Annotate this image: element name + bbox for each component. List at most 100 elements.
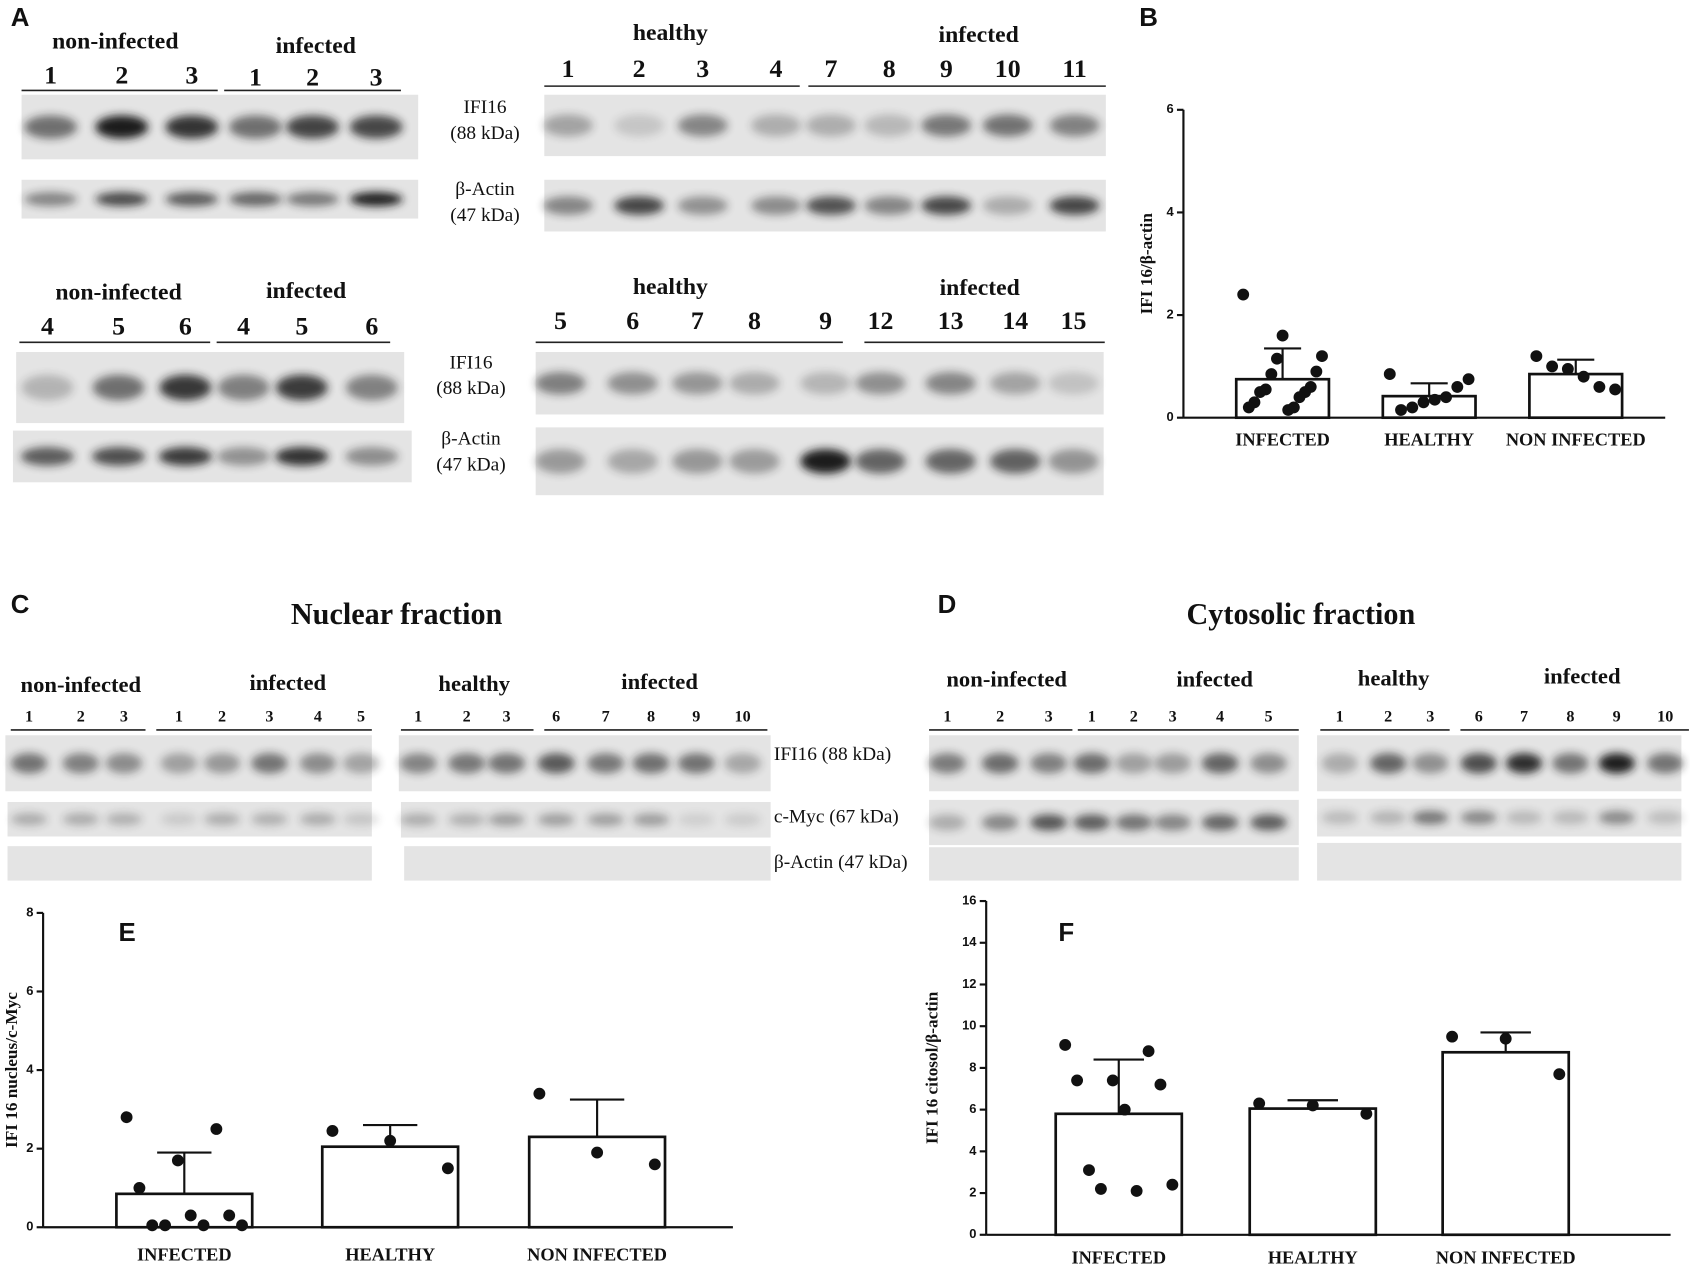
blot-band	[62, 813, 100, 826]
blot-band	[24, 115, 78, 139]
group-label: infected	[621, 669, 698, 694]
blot-band	[342, 813, 380, 826]
lane-number: 6	[365, 311, 378, 340]
blot-strip	[12, 430, 412, 483]
blot-band	[1460, 753, 1497, 774]
blot-band	[990, 372, 1041, 395]
panel-letter: C	[11, 591, 30, 619]
lane-number: 5	[1265, 709, 1273, 726]
data-point	[120, 1111, 133, 1124]
blot-band	[1048, 449, 1099, 474]
data-point	[1071, 1074, 1084, 1087]
data-point	[648, 1158, 661, 1171]
blot-band	[632, 813, 670, 827]
data-point	[1417, 396, 1430, 409]
data-point	[1462, 373, 1475, 386]
blot-band	[1412, 753, 1449, 774]
data-point	[171, 1154, 184, 1167]
data-point	[1271, 352, 1283, 365]
blot-band	[159, 374, 212, 401]
data-point	[1546, 360, 1559, 373]
lane-number: 1	[562, 54, 575, 83]
blot-band	[1030, 753, 1068, 774]
blot-band	[399, 813, 437, 827]
lane-number: 2	[115, 60, 128, 89]
blot-band	[299, 813, 337, 826]
blot-band	[1250, 753, 1288, 774]
blot-band	[228, 115, 282, 139]
blot-band	[228, 192, 282, 207]
lane-number: 3	[1169, 709, 1177, 726]
blot-band	[1646, 753, 1684, 774]
blot-band	[105, 813, 143, 826]
blot-band	[1049, 196, 1100, 215]
y-tick-label: 8	[26, 904, 33, 919]
data-point	[223, 1209, 236, 1222]
blot-label: β-Actin	[441, 429, 501, 450]
blot-band	[614, 114, 665, 137]
data-point	[1530, 350, 1543, 363]
y-tick-label: 2	[26, 1140, 33, 1155]
lane-number: 2	[1130, 709, 1138, 726]
fraction-title: Nuclear fraction	[291, 597, 503, 631]
lane-number: 4	[1216, 709, 1224, 726]
lane-number: 1	[175, 709, 183, 726]
blot-band	[349, 192, 403, 207]
lane-number: 7	[691, 306, 704, 335]
blot-label: (47 kDa)	[450, 205, 519, 226]
group-label: infected	[249, 670, 326, 695]
data-point	[326, 1125, 339, 1137]
blot-label: c-Myc (67 kDa)	[774, 807, 899, 828]
y-tick-label: 4	[1167, 204, 1175, 219]
group-label: healthy	[438, 671, 510, 696]
blot-band	[62, 753, 100, 774]
blot-label: IFI16	[463, 97, 506, 118]
lane-number: 9	[819, 306, 832, 335]
blot-label: β-Actin (47 kDa)	[774, 852, 908, 873]
blot-band	[543, 114, 593, 137]
lane-number: 1	[25, 709, 33, 726]
y-tick-label: 0	[1167, 409, 1174, 424]
blot-band	[607, 449, 658, 474]
lane-number: 2	[77, 709, 85, 726]
lane-number: 2	[306, 63, 319, 92]
blot-band	[925, 449, 976, 474]
blot-band	[672, 372, 723, 395]
y-tick-label: 12	[962, 976, 976, 991]
bar	[320, 1145, 460, 1229]
group-label: infected	[938, 22, 1018, 48]
lane-number: 8	[883, 54, 896, 83]
blot-band	[1460, 810, 1497, 825]
lane-number: 11	[1062, 54, 1086, 83]
lane-number: 1	[249, 63, 262, 92]
group-label: non-infected	[946, 667, 1067, 692]
lane-number: 3	[185, 60, 198, 89]
data-point	[1166, 1178, 1179, 1191]
data-point	[210, 1123, 223, 1135]
blot-band	[800, 449, 851, 474]
blot-band	[286, 115, 340, 139]
blot-band	[95, 192, 149, 207]
y-tick-label: 4	[969, 1143, 977, 1158]
blot-band	[921, 114, 972, 137]
y-tick-label: 8	[969, 1059, 976, 1074]
blot-strip	[404, 846, 771, 881]
data-point	[441, 1162, 454, 1175]
blot-band	[724, 753, 762, 774]
blot-band	[864, 114, 915, 137]
group-label: infected	[1544, 663, 1621, 688]
y-tick-label: 0	[969, 1226, 976, 1241]
data-point	[1316, 350, 1328, 363]
lane-number: 10	[735, 709, 751, 726]
blot-band	[203, 813, 241, 826]
blot-band	[299, 753, 337, 774]
blot-band	[251, 813, 288, 826]
y-tick-label: 6	[969, 1101, 976, 1116]
lane-number: 7	[825, 54, 838, 83]
blot-band	[855, 449, 906, 474]
data-point	[1083, 1164, 1095, 1177]
data-point	[1406, 401, 1419, 414]
group-label: infected	[276, 33, 356, 59]
lane-number: 5	[295, 311, 308, 340]
